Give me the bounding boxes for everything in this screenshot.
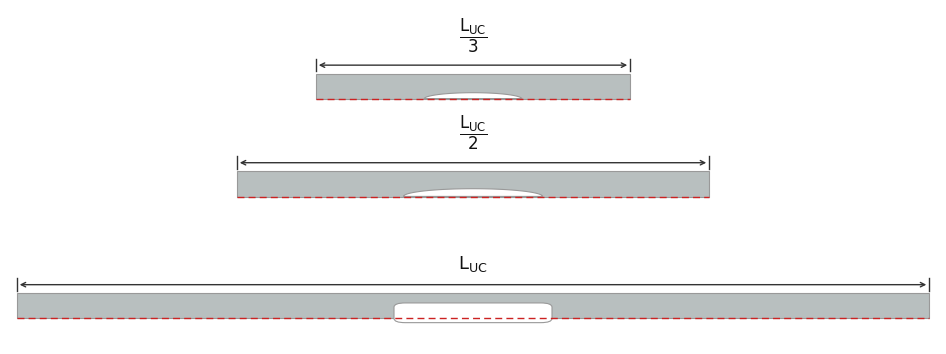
Polygon shape [403, 189, 543, 196]
Bar [316, 74, 630, 99]
Polygon shape [424, 93, 522, 99]
Text: $\mathrm{L_{UC}}$: $\mathrm{L_{UC}}$ [458, 254, 488, 274]
Text: $\dfrac{\mathrm{L_{UC}}}{2}$: $\dfrac{\mathrm{L_{UC}}}{2}$ [459, 114, 487, 152]
Text: $\dfrac{\mathrm{L_{UC}}}{3}$: $\dfrac{\mathrm{L_{UC}}}{3}$ [459, 17, 487, 55]
Bar [17, 293, 929, 319]
Bar [236, 171, 710, 196]
FancyBboxPatch shape [394, 303, 552, 322]
